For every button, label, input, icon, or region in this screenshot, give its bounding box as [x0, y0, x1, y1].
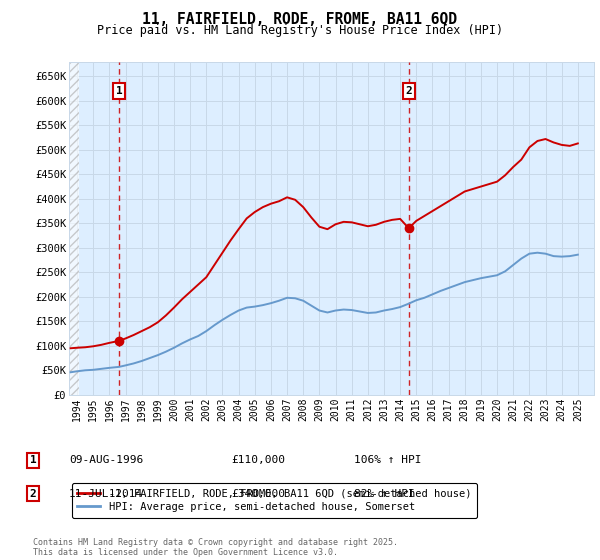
Legend: 11, FAIRFIELD, RODE, FROME, BA11 6QD (semi-detached house), HPI: Average price, : 11, FAIRFIELD, RODE, FROME, BA11 6QD (se…	[71, 483, 477, 518]
Text: Contains HM Land Registry data © Crown copyright and database right 2025.
This d: Contains HM Land Registry data © Crown c…	[33, 538, 398, 557]
Text: 82% ↑ HPI: 82% ↑ HPI	[354, 489, 415, 499]
Text: £110,000: £110,000	[231, 455, 285, 465]
Text: 1: 1	[29, 455, 37, 465]
Text: 2: 2	[406, 86, 412, 96]
Text: 106% ↑ HPI: 106% ↑ HPI	[354, 455, 421, 465]
Text: 1: 1	[116, 86, 122, 96]
Text: 11, FAIRFIELD, RODE, FROME, BA11 6QD: 11, FAIRFIELD, RODE, FROME, BA11 6QD	[143, 12, 458, 27]
Text: 2: 2	[29, 489, 37, 499]
Text: £340,000: £340,000	[231, 489, 285, 499]
Text: Price paid vs. HM Land Registry's House Price Index (HPI): Price paid vs. HM Land Registry's House …	[97, 24, 503, 37]
Text: 09-AUG-1996: 09-AUG-1996	[69, 455, 143, 465]
Text: 11-JUL-2014: 11-JUL-2014	[69, 489, 143, 499]
Polygon shape	[69, 62, 79, 395]
